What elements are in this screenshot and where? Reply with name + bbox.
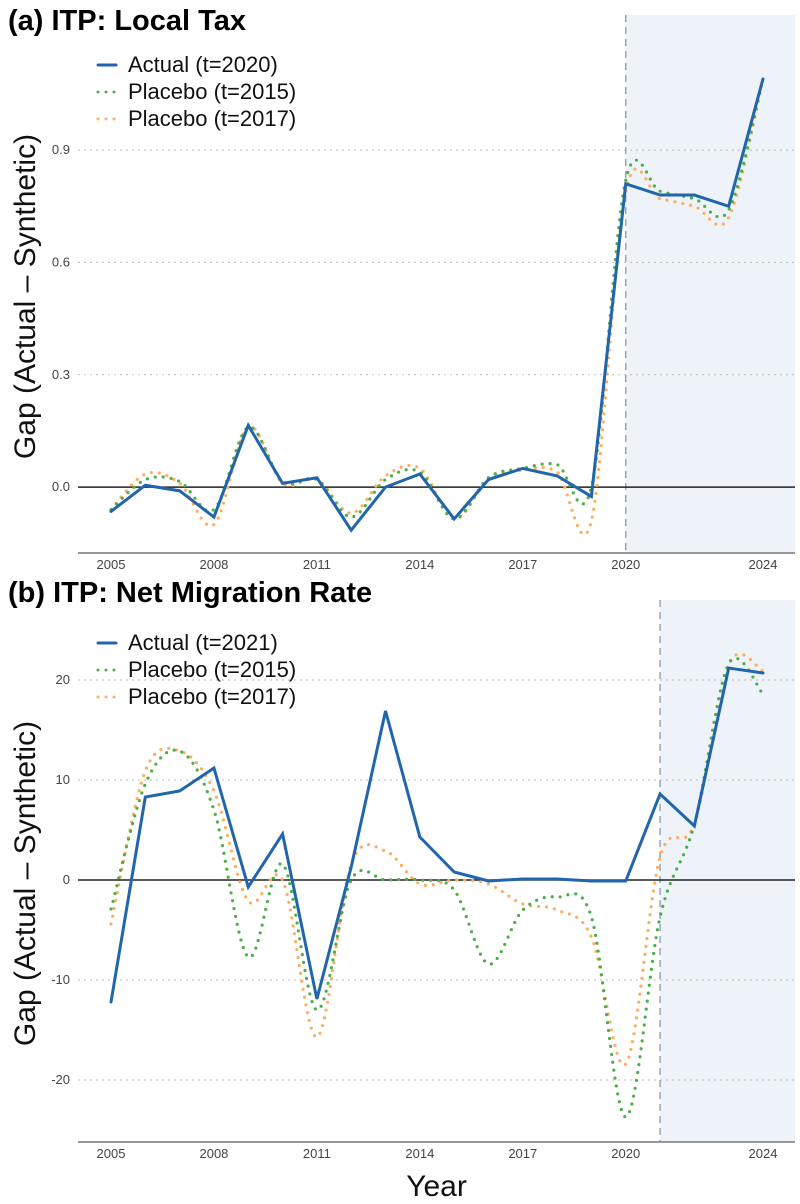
y-axis-label: Gap (Actual – Synthetic) <box>9 134 42 459</box>
y-tick-label: 0.6 <box>52 254 70 269</box>
series-line-placebo-1 <box>109 77 765 521</box>
legend-entry: Placebo (t=2017) <box>128 106 296 131</box>
x-tick-label: 2014 <box>405 557 434 572</box>
y-tick-label: 10 <box>56 772 70 787</box>
series-line-placebo-2 <box>109 652 765 1067</box>
x-tick-label: 2005 <box>97 1146 126 1161</box>
y-tick-label: 0.0 <box>52 479 70 494</box>
panel-a: (a) ITP: Local Tax 0.0 0.3 0.6 0.9 2005 2008 20… <box>8 5 795 572</box>
x-tick-label: 2011 <box>303 557 331 572</box>
legend-entry: Actual (t=2020) <box>128 52 278 77</box>
y-tick-label: 0.9 <box>52 142 70 157</box>
series-line-placebo-2 <box>109 77 765 537</box>
x-tick-label: 2005 <box>97 557 126 572</box>
x-tick-label: 2014 <box>405 1146 434 1161</box>
chart-title: (b) ITP: Net Migration Rate <box>8 577 372 609</box>
y-tick-label: 0.3 <box>52 367 70 382</box>
series-line-placebo-1 <box>109 656 765 1119</box>
x-tick-label: 2011 <box>303 1146 331 1161</box>
chart-title: (a) ITP: Local Tax <box>8 5 246 37</box>
x-axis-label: Year <box>406 1170 467 1203</box>
post-treatment-shade <box>625 15 795 553</box>
panel-b: (b) ITP: Net Migration Rate-20-100102020… <box>8 577 795 1203</box>
legend-entry: Placebo (t=2015) <box>128 657 296 682</box>
x-tick-label: 2008 <box>199 557 228 572</box>
legend-entry: Placebo (t=2017) <box>128 684 296 709</box>
y-tick-label: -20 <box>51 1072 70 1087</box>
x-tick-label: 2008 <box>199 1146 228 1161</box>
post-treatment-shade <box>660 600 795 1142</box>
legend-entry: Actual (t=2021) <box>128 630 278 655</box>
x-tick-label: 2020 <box>611 1146 640 1161</box>
series-line-actual <box>109 77 765 533</box>
x-tick-label: 2020 <box>611 557 640 572</box>
y-axis-label: Gap (Actual – Synthetic) <box>9 721 42 1046</box>
x-tick-label: 2017 <box>508 1146 537 1161</box>
y-tick-label: 0 <box>63 872 70 887</box>
x-tick-label: 2024 <box>749 1146 778 1161</box>
x-tick-label: 2024 <box>749 557 778 572</box>
x-tick-label: 2017 <box>508 557 537 572</box>
y-tick-label: -10 <box>51 972 70 987</box>
y-tick-label: 20 <box>56 672 70 687</box>
series-line-actual <box>109 666 765 1004</box>
legend-entry: Placebo (t=2015) <box>128 79 296 104</box>
